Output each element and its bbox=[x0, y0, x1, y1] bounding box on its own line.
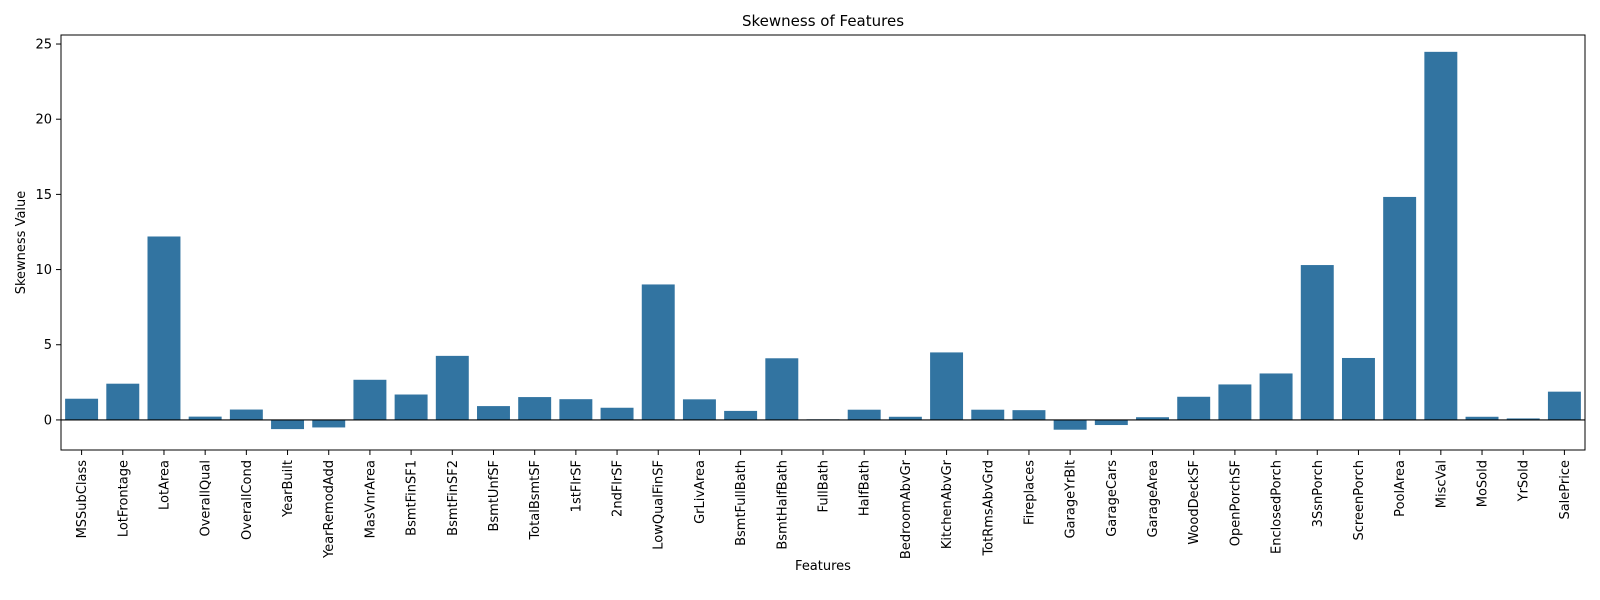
x-tick-label: TotalBsmtSF bbox=[528, 460, 543, 541]
x-tick-label: BsmtFinSF1 bbox=[405, 460, 420, 536]
bar-LowQualFinSF bbox=[641, 284, 675, 420]
x-tick-label: LotArea bbox=[157, 460, 172, 510]
bar-BsmtFullBath bbox=[724, 410, 758, 420]
bar-GarageYrBlt bbox=[1053, 419, 1087, 430]
x-tick-label: GarageCars bbox=[1105, 460, 1120, 537]
bar-PoolArea bbox=[1383, 196, 1417, 420]
chart-title: Skewness of Features bbox=[742, 12, 904, 30]
y-axis-ticks: 0 5 10 15 20 25 bbox=[35, 38, 61, 428]
x-tick-label: BsmtFinSF2 bbox=[446, 460, 461, 536]
bar-BsmtHalfBath bbox=[765, 358, 799, 420]
bar-MasVnrArea bbox=[353, 379, 387, 420]
bar-1stFlrSF bbox=[559, 399, 593, 420]
bar-BsmtFinSF2 bbox=[435, 355, 469, 420]
bar-2ndFlrSF bbox=[600, 407, 634, 420]
x-tick-label: LotFrontage bbox=[116, 460, 131, 537]
x-axis-label: Features bbox=[795, 559, 851, 574]
bar-LotFrontage bbox=[106, 383, 140, 420]
y-tick-label: 0 bbox=[44, 413, 52, 428]
bar-Fireplaces bbox=[1012, 410, 1046, 420]
x-tick-label: YearRemodAdd bbox=[322, 460, 337, 559]
bar-EnclosedPorch bbox=[1259, 373, 1293, 420]
x-tick-label: OverallQual bbox=[199, 460, 214, 537]
x-tick-label: HalfBath bbox=[858, 460, 873, 516]
y-axis-label: Skewness Value bbox=[14, 191, 29, 295]
y-tick-label: 25 bbox=[35, 38, 52, 53]
x-tick-label: Fireplaces bbox=[1022, 460, 1037, 525]
bar-3SsnPorch bbox=[1300, 265, 1334, 420]
x-tick-label: EnclosedPorch bbox=[1270, 460, 1285, 554]
x-tick-label: KitchenAbvGr bbox=[940, 459, 955, 549]
bars-group bbox=[65, 51, 1581, 430]
x-tick-label: 2ndFlrSF bbox=[611, 460, 626, 517]
bar-OpenPorchSF bbox=[1218, 384, 1252, 420]
bar-WoodDeckSF bbox=[1177, 396, 1211, 420]
x-tick-label: GarageArea bbox=[1146, 460, 1161, 538]
x-tick-label: SalePrice bbox=[1558, 460, 1573, 520]
bar-ScreenPorch bbox=[1341, 357, 1375, 420]
x-tick-label: YrSold bbox=[1517, 460, 1532, 502]
bar-YearRemodAdd bbox=[312, 419, 346, 428]
x-axis-ticks: MSSubClass LotFrontage LotArea OverallQual O… bbox=[75, 450, 1573, 559]
x-tick-label: WoodDeckSF bbox=[1187, 460, 1202, 545]
bar-OverallCond bbox=[229, 409, 263, 420]
y-tick-label: 5 bbox=[44, 338, 52, 353]
y-tick-label: 15 bbox=[35, 188, 52, 203]
bar-MoSold bbox=[1465, 416, 1499, 420]
bar-MSSubClass bbox=[65, 398, 99, 420]
x-tick-label: 1stFlrSF bbox=[569, 460, 584, 512]
bar-GarageCars bbox=[1094, 419, 1128, 426]
y-tick-label: 10 bbox=[35, 263, 52, 278]
x-tick-label: MSSubClass bbox=[75, 460, 90, 539]
bar-GarageArea bbox=[1136, 417, 1169, 420]
bar-MiscVal bbox=[1424, 51, 1458, 420]
x-tick-label: BsmtFullBath bbox=[734, 460, 749, 546]
bar-YearBuilt bbox=[271, 419, 305, 430]
x-tick-label: MasVnrArea bbox=[363, 460, 378, 538]
x-tick-label: BsmtHalfBath bbox=[775, 460, 790, 550]
bar-OverallQual bbox=[188, 416, 222, 420]
x-tick-label: MoSold bbox=[1476, 460, 1491, 507]
x-tick-label: OpenPorchSF bbox=[1228, 460, 1243, 546]
x-tick-label: GarageYrBlt bbox=[1064, 460, 1079, 539]
bar-KitchenAbvGr bbox=[930, 352, 964, 420]
x-tick-label: ScreenPorch bbox=[1352, 460, 1367, 540]
x-tick-label: BsmtUnfSF bbox=[487, 460, 502, 532]
bar-HalfBath bbox=[847, 409, 881, 420]
x-tick-label: TotRmsAbvGrd bbox=[981, 460, 996, 557]
bar-TotalBsmtSF bbox=[518, 397, 552, 420]
x-tick-label: LowQualFinSF bbox=[652, 460, 667, 550]
x-tick-label: PoolArea bbox=[1393, 460, 1408, 517]
x-tick-label: 3SsnPorch bbox=[1311, 460, 1326, 527]
bar-BsmtUnfSF bbox=[477, 406, 510, 420]
x-tick-label: GrLivArea bbox=[693, 460, 708, 524]
bar-SalePrice bbox=[1547, 391, 1581, 420]
bar-BedroomAbvGr bbox=[888, 416, 922, 420]
bar-TotRmsAbvGrd bbox=[971, 409, 1005, 420]
y-tick-label: 20 bbox=[35, 113, 52, 128]
bar-YrSold bbox=[1506, 418, 1540, 420]
x-tick-label: YearBuilt bbox=[281, 460, 296, 518]
bar-GrLivArea bbox=[682, 399, 716, 420]
x-tick-label: BedroomAbvGr bbox=[899, 459, 914, 559]
bar-BsmtFinSF1 bbox=[394, 394, 428, 420]
x-tick-label: OverallCond bbox=[240, 460, 255, 540]
bar-LotArea bbox=[147, 236, 181, 420]
x-tick-label: FullBath bbox=[817, 460, 832, 512]
x-tick-label: MiscVal bbox=[1434, 460, 1449, 508]
